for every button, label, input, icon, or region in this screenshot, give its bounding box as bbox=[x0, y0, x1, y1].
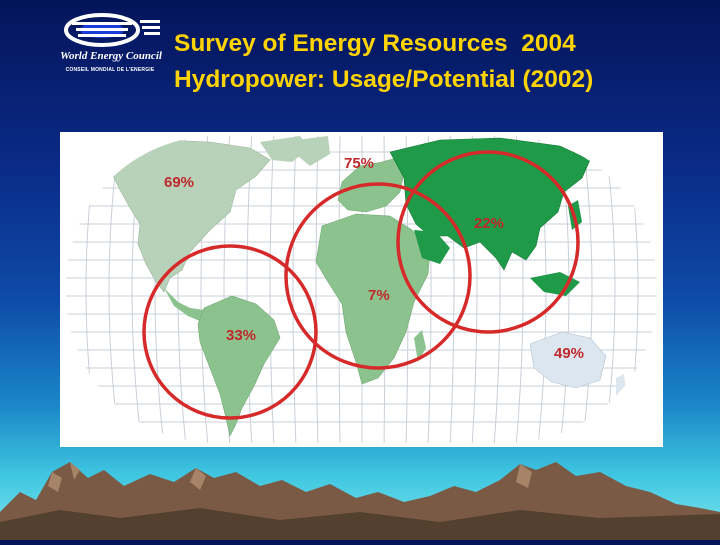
africa-landmass bbox=[315, 213, 431, 385]
north-america-landmass bbox=[111, 139, 271, 293]
oceania-landmass bbox=[529, 331, 607, 389]
logo-name: World Energy Council bbox=[60, 50, 162, 62]
label-asia: 22% bbox=[474, 215, 504, 232]
title-line-2: Hydropower: Usage/Potential (2002) bbox=[174, 66, 594, 93]
logo-subtitle: CONSEIL MONDIAL DE L'ENERGIE bbox=[65, 67, 155, 73]
label-europe: 75% bbox=[344, 155, 374, 172]
circle-africa-europe bbox=[284, 182, 472, 370]
title-line-1: Survey of Energy Resources 2004 bbox=[174, 30, 576, 57]
circle-south-america bbox=[142, 244, 318, 420]
central-america-landmass bbox=[164, 288, 210, 322]
hydropower-circles bbox=[142, 150, 580, 420]
slide-title: Survey of Energy Resources 2004 Hydropow… bbox=[174, 26, 593, 98]
circle-asia bbox=[396, 150, 580, 334]
label-north-america: 69% bbox=[164, 174, 194, 191]
mountain-range-decoration bbox=[0, 452, 720, 540]
label-south-america: 33% bbox=[226, 327, 256, 344]
label-africa: 7% bbox=[368, 287, 390, 304]
asia-landmass bbox=[389, 137, 591, 271]
world-energy-council-logo: World Energy Council CONSEIL MONDIAL DE … bbox=[52, 12, 170, 82]
globe-icon bbox=[64, 13, 160, 47]
world-map: 69% 75% 22% 7% 33% 49% bbox=[60, 132, 663, 447]
label-oceania: 49% bbox=[554, 345, 584, 362]
